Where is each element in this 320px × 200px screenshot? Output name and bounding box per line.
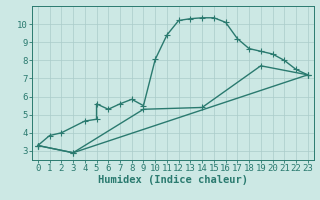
- X-axis label: Humidex (Indice chaleur): Humidex (Indice chaleur): [98, 175, 248, 185]
